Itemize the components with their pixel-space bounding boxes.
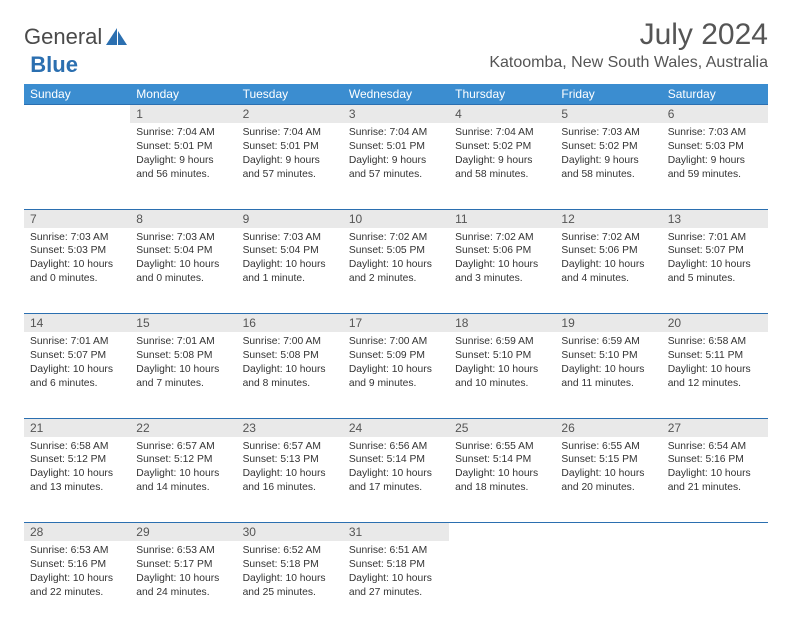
month-title: July 2024 <box>489 18 768 52</box>
day-number-row: 21222324252627 <box>24 418 768 437</box>
day-number-cell: 8 <box>130 209 236 228</box>
day-number-cell: 6 <box>662 105 768 124</box>
day-content-row: Sunrise: 7:01 AMSunset: 5:07 PMDaylight:… <box>24 332 768 418</box>
day-number-cell: 27 <box>662 418 768 437</box>
day-content-cell: Sunrise: 7:00 AMSunset: 5:08 PMDaylight:… <box>237 332 343 418</box>
day-content-cell: Sunrise: 7:02 AMSunset: 5:05 PMDaylight:… <box>343 228 449 314</box>
day-content-cell: Sunrise: 6:58 AMSunset: 5:11 PMDaylight:… <box>662 332 768 418</box>
title-block: July 2024 Katoomba, New South Wales, Aus… <box>489 18 768 72</box>
calendar-header-row: SundayMondayTuesdayWednesdayThursdayFrid… <box>24 84 768 105</box>
day-content-cell: Sunrise: 7:03 AMSunset: 5:02 PMDaylight:… <box>555 123 661 209</box>
logo-text-blue: Blue <box>30 52 78 78</box>
day-number-cell: 5 <box>555 105 661 124</box>
day-number-cell <box>555 523 661 542</box>
day-content-cell <box>662 541 768 627</box>
weekday-header: Saturday <box>662 84 768 105</box>
day-number-cell: 18 <box>449 314 555 333</box>
day-number-cell: 10 <box>343 209 449 228</box>
day-content-cell: Sunrise: 7:04 AMSunset: 5:01 PMDaylight:… <box>130 123 236 209</box>
day-content-cell: Sunrise: 6:53 AMSunset: 5:17 PMDaylight:… <box>130 541 236 627</box>
day-number-cell: 26 <box>555 418 661 437</box>
weekday-header: Thursday <box>449 84 555 105</box>
day-content-row: Sunrise: 7:04 AMSunset: 5:01 PMDaylight:… <box>24 123 768 209</box>
day-content-row: Sunrise: 6:58 AMSunset: 5:12 PMDaylight:… <box>24 437 768 523</box>
day-content-cell: Sunrise: 7:03 AMSunset: 5:03 PMDaylight:… <box>24 228 130 314</box>
day-content-cell: Sunrise: 7:04 AMSunset: 5:02 PMDaylight:… <box>449 123 555 209</box>
day-number-cell: 20 <box>662 314 768 333</box>
logo-text-general: General <box>24 24 102 50</box>
day-number-cell: 7 <box>24 209 130 228</box>
day-content-cell <box>449 541 555 627</box>
day-content-cell <box>555 541 661 627</box>
day-number-row: 28293031 <box>24 523 768 542</box>
day-content-cell: Sunrise: 7:02 AMSunset: 5:06 PMDaylight:… <box>449 228 555 314</box>
day-number-cell: 24 <box>343 418 449 437</box>
day-number-cell: 1 <box>130 105 236 124</box>
day-number-cell: 14 <box>24 314 130 333</box>
day-number-row: 14151617181920 <box>24 314 768 333</box>
weekday-header: Monday <box>130 84 236 105</box>
day-content-cell: Sunrise: 7:04 AMSunset: 5:01 PMDaylight:… <box>237 123 343 209</box>
day-number-cell: 28 <box>24 523 130 542</box>
day-number-cell: 11 <box>449 209 555 228</box>
day-number-cell: 4 <box>449 105 555 124</box>
day-number-cell <box>662 523 768 542</box>
day-number-cell <box>449 523 555 542</box>
day-number-cell: 13 <box>662 209 768 228</box>
day-number-cell: 25 <box>449 418 555 437</box>
day-content-cell <box>24 123 130 209</box>
day-content-cell: Sunrise: 7:04 AMSunset: 5:01 PMDaylight:… <box>343 123 449 209</box>
day-content-cell: Sunrise: 6:53 AMSunset: 5:16 PMDaylight:… <box>24 541 130 627</box>
day-content-cell: Sunrise: 7:03 AMSunset: 5:03 PMDaylight:… <box>662 123 768 209</box>
day-number-row: 78910111213 <box>24 209 768 228</box>
day-content-cell: Sunrise: 7:01 AMSunset: 5:07 PMDaylight:… <box>662 228 768 314</box>
day-content-cell: Sunrise: 7:01 AMSunset: 5:07 PMDaylight:… <box>24 332 130 418</box>
day-number-cell: 12 <box>555 209 661 228</box>
day-content-cell: Sunrise: 7:01 AMSunset: 5:08 PMDaylight:… <box>130 332 236 418</box>
day-content-cell: Sunrise: 6:57 AMSunset: 5:13 PMDaylight:… <box>237 437 343 523</box>
day-number-cell: 19 <box>555 314 661 333</box>
day-content-cell: Sunrise: 6:56 AMSunset: 5:14 PMDaylight:… <box>343 437 449 523</box>
day-content-cell: Sunrise: 6:55 AMSunset: 5:14 PMDaylight:… <box>449 437 555 523</box>
day-number-row: 123456 <box>24 105 768 124</box>
day-content-cell: Sunrise: 7:03 AMSunset: 5:04 PMDaylight:… <box>237 228 343 314</box>
day-content-cell: Sunrise: 7:00 AMSunset: 5:09 PMDaylight:… <box>343 332 449 418</box>
day-content-row: Sunrise: 7:03 AMSunset: 5:03 PMDaylight:… <box>24 228 768 314</box>
day-content-cell: Sunrise: 6:55 AMSunset: 5:15 PMDaylight:… <box>555 437 661 523</box>
day-content-cell: Sunrise: 6:57 AMSunset: 5:12 PMDaylight:… <box>130 437 236 523</box>
day-number-cell: 17 <box>343 314 449 333</box>
day-content-cell: Sunrise: 7:03 AMSunset: 5:04 PMDaylight:… <box>130 228 236 314</box>
day-content-cell: Sunrise: 6:59 AMSunset: 5:10 PMDaylight:… <box>555 332 661 418</box>
day-number-cell <box>24 105 130 124</box>
day-number-cell: 15 <box>130 314 236 333</box>
logo: General <box>24 24 128 50</box>
day-content-cell: Sunrise: 6:58 AMSunset: 5:12 PMDaylight:… <box>24 437 130 523</box>
day-number-cell: 31 <box>343 523 449 542</box>
day-content-cell: Sunrise: 6:52 AMSunset: 5:18 PMDaylight:… <box>237 541 343 627</box>
weekday-header: Friday <box>555 84 661 105</box>
day-number-cell: 30 <box>237 523 343 542</box>
day-number-cell: 23 <box>237 418 343 437</box>
day-content-cell: Sunrise: 6:51 AMSunset: 5:18 PMDaylight:… <box>343 541 449 627</box>
location: Katoomba, New South Wales, Australia <box>489 54 768 72</box>
day-content-cell: Sunrise: 6:59 AMSunset: 5:10 PMDaylight:… <box>449 332 555 418</box>
weekday-header: Wednesday <box>343 84 449 105</box>
day-number-cell: 22 <box>130 418 236 437</box>
day-number-cell: 3 <box>343 105 449 124</box>
weekday-header: Tuesday <box>237 84 343 105</box>
day-content-cell: Sunrise: 6:54 AMSunset: 5:16 PMDaylight:… <box>662 437 768 523</box>
day-number-cell: 16 <box>237 314 343 333</box>
day-content-cell: Sunrise: 7:02 AMSunset: 5:06 PMDaylight:… <box>555 228 661 314</box>
day-content-row: Sunrise: 6:53 AMSunset: 5:16 PMDaylight:… <box>24 541 768 627</box>
day-number-cell: 29 <box>130 523 236 542</box>
day-number-cell: 2 <box>237 105 343 124</box>
weekday-header: Sunday <box>24 84 130 105</box>
logo-sail-icon <box>106 28 128 46</box>
day-number-cell: 9 <box>237 209 343 228</box>
day-number-cell: 21 <box>24 418 130 437</box>
calendar-table: SundayMondayTuesdayWednesdayThursdayFrid… <box>24 84 768 627</box>
